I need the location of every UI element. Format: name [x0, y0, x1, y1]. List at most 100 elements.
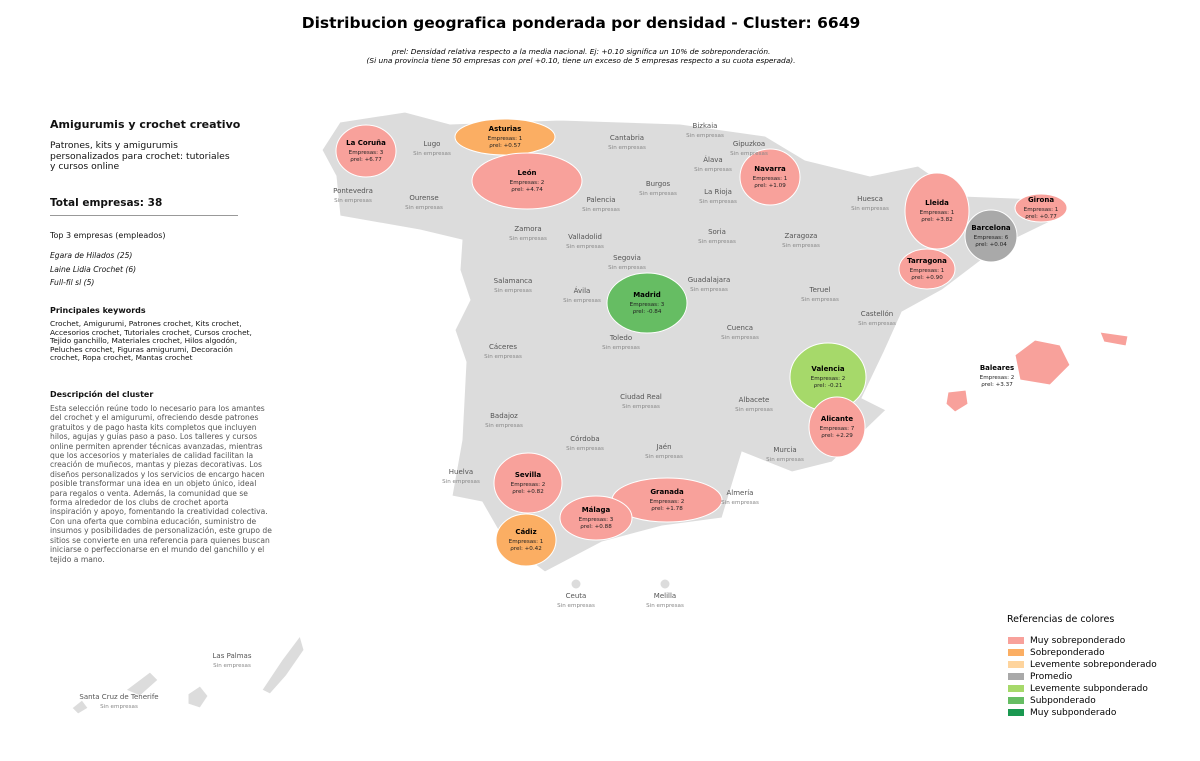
province-companies: Empresas: 3 — [630, 302, 665, 308]
province-name: Valencia — [811, 365, 844, 373]
province-rho: ρrel: +0.88 — [580, 524, 612, 530]
land — [71, 111, 1129, 715]
ceuta — [570, 578, 582, 590]
province-shape — [606, 272, 688, 334]
province-shape — [808, 396, 866, 458]
legend-swatch — [1008, 649, 1024, 656]
province-empty: Sin empresas — [485, 423, 523, 429]
province-shape — [335, 124, 397, 178]
province-companies: Empresas: 1 — [910, 268, 945, 274]
province-empty: Sin empresas — [566, 446, 604, 452]
description: Esta selección reúne todo lo necesario p… — [50, 404, 272, 564]
province-name: Baleares — [980, 364, 1014, 372]
highlighted-provinces — [335, 118, 1068, 567]
province-name: Palencia — [587, 196, 616, 204]
province-name: Navarra — [754, 165, 786, 173]
province-name: Huelva — [449, 468, 473, 476]
province-name: Jaén — [655, 443, 671, 451]
province-companies: Empresas: 1 — [1024, 207, 1059, 213]
province-name: Melilla — [654, 592, 676, 600]
legend-item: Promedio — [1008, 671, 1072, 683]
legend-item: Levemente sobreponderado — [1008, 659, 1157, 671]
province-empty: Sin empresas — [405, 205, 443, 211]
province-empty: Sin empresas — [100, 704, 138, 710]
legend-label: Subponderado — [1030, 696, 1096, 706]
legend-label: Levemente subponderado — [1030, 684, 1148, 694]
legend-item: Muy sobreponderado — [1008, 635, 1125, 647]
province-rho: ρrel: +2.29 — [821, 433, 853, 439]
province-shape — [1014, 193, 1068, 223]
province-name: Toledo — [609, 334, 632, 342]
province-name: Badajoz — [490, 412, 518, 420]
subtitle: (Si una provincia tiene 50 empresas con … — [367, 56, 796, 65]
province-shape — [471, 152, 583, 210]
province-name: Santa Cruz de Tenerife — [79, 693, 158, 701]
divider — [50, 215, 238, 216]
province-name: Cuenca — [727, 324, 753, 332]
province-rho: ρrel: +0.82 — [512, 489, 544, 495]
province-empty: Sin empresas — [213, 663, 251, 669]
province-empty: Sin empresas — [645, 454, 683, 460]
province-empty: Sin empresas — [622, 404, 660, 410]
province-empty: Sin empresas — [721, 500, 759, 506]
legend-label: Muy sobreponderado — [1030, 636, 1126, 646]
province-empty: Sin empresas — [686, 133, 724, 139]
province-name: Burgos — [646, 180, 671, 188]
province-name: Castellón — [861, 310, 893, 318]
province-empty: Sin empresas — [721, 335, 759, 341]
province-empty: Sin empresas — [699, 199, 737, 205]
melilla — [659, 578, 671, 590]
cluster-name: Amigurumis y crochet creativo — [50, 118, 241, 131]
province-name: Gipuzkoa — [733, 140, 765, 148]
province-empty: Sin empresas — [646, 603, 684, 609]
province-name: Ourense — [409, 194, 438, 202]
province-empty: Sin empresas — [801, 297, 839, 303]
top-list: Egara de Hilados (25) Laine Lidia Crochet… — [50, 249, 275, 290]
province-companies: Empresas: 1 — [753, 176, 788, 182]
canarias-gran-canaria — [187, 685, 209, 709]
province-name: Ávila — [574, 286, 591, 295]
province-empty: Sin empresas — [690, 287, 728, 293]
top-heading: Top 3 empresas (empleados) — [50, 231, 166, 240]
legend-swatch — [1008, 697, 1024, 704]
province-shape — [898, 248, 956, 290]
ibiza — [945, 389, 969, 413]
province-companies: Empresas: 3 — [579, 517, 614, 523]
province-rho: ρrel: +3.37 — [981, 382, 1013, 388]
province-shape — [559, 495, 633, 541]
title: Distribucion geografica ponderada por de… — [302, 14, 861, 32]
province-empty: Sin empresas — [730, 151, 768, 157]
province-companies: Empresas: 2 — [510, 180, 545, 186]
province-empty: Sin empresas — [509, 236, 547, 242]
canarias-west — [71, 699, 89, 715]
province-companies: Empresas: 2 — [511, 482, 546, 488]
province-rho: ρrel: +0.57 — [489, 143, 521, 149]
province-name: Girona — [1028, 196, 1054, 204]
province-companies: Empresas: 3 — [349, 150, 384, 156]
province-rho: ρrel: +4.74 — [511, 187, 543, 193]
province-empty: Sin empresas — [442, 479, 480, 485]
province-empty: Sin empresas — [766, 457, 804, 463]
province-empty: Sin empresas — [851, 206, 889, 212]
province-name: Salamanca — [494, 277, 533, 285]
province-name: Murcia — [773, 446, 796, 454]
canarias-east — [261, 634, 305, 695]
legend-swatch — [1008, 661, 1024, 668]
province-name: Tarragona — [907, 257, 947, 265]
province-name: Cádiz — [515, 528, 536, 536]
province-name: Córdoba — [570, 435, 599, 443]
province-name: Huesca — [857, 195, 883, 203]
province-empty: Sin empresas — [582, 207, 620, 213]
province-name: Segovia — [613, 254, 641, 262]
province-empty: Sin empresas — [494, 288, 532, 294]
province-name: Lleida — [925, 199, 949, 207]
legend-swatch — [1008, 685, 1024, 692]
province-name: Almería — [727, 489, 754, 497]
legend-item: Levemente subponderado — [1008, 683, 1148, 695]
province-name: Valladolid — [568, 233, 602, 241]
province-name: Ciudad Real — [620, 393, 662, 401]
province-companies: Empresas: 1 — [509, 539, 544, 545]
province-shape — [739, 148, 801, 206]
